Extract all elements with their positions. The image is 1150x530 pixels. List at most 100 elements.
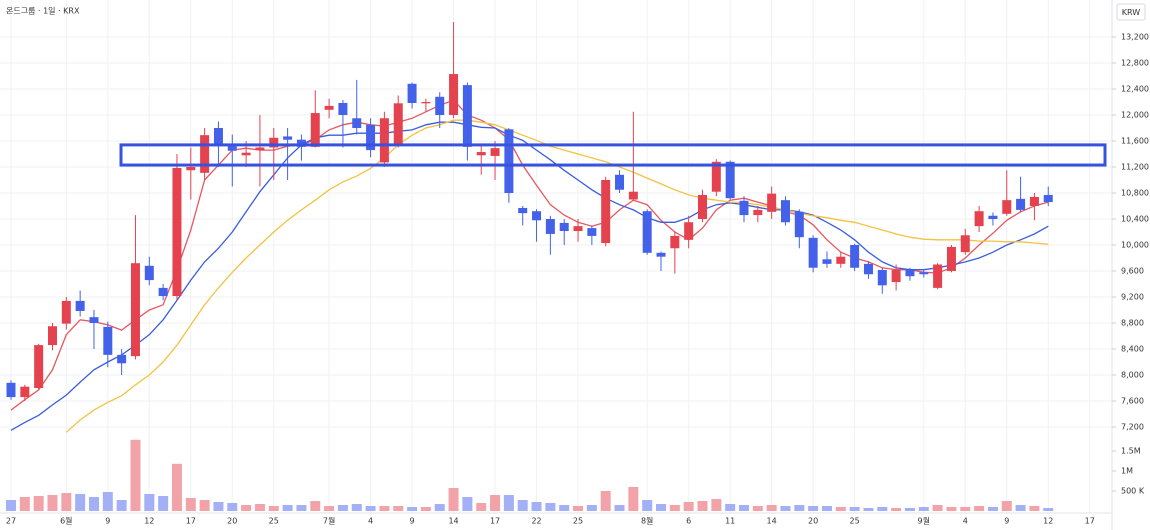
candle-body bbox=[780, 200, 790, 223]
volume-bar bbox=[697, 501, 708, 511]
y-tick-label: 8,800 bbox=[1121, 319, 1144, 328]
x-tick-label: 12 bbox=[1043, 517, 1053, 526]
volume-bar bbox=[891, 508, 902, 511]
volume-bar bbox=[932, 505, 943, 511]
candle-body bbox=[863, 263, 873, 275]
volume-bar bbox=[517, 500, 528, 511]
candle-body bbox=[684, 222, 694, 240]
volume-bar bbox=[19, 497, 30, 511]
volume-bar bbox=[725, 504, 736, 511]
x-tick-label: 4 bbox=[963, 517, 968, 526]
chart-title: 온드그룹 · 1일 · KRX bbox=[6, 7, 80, 16]
volume-bar bbox=[904, 508, 915, 511]
volume-bar bbox=[863, 508, 874, 511]
candle-body bbox=[615, 174, 625, 190]
currency-button[interactable] bbox=[1116, 3, 1146, 21]
candle-body bbox=[1043, 194, 1053, 203]
volume-bar bbox=[158, 496, 169, 511]
currency-label[interactable]: KRW bbox=[1122, 8, 1140, 17]
x-tick-label: 14 bbox=[448, 517, 458, 526]
y-tick-label: 9,200 bbox=[1121, 293, 1144, 302]
volume-bar bbox=[766, 505, 777, 511]
y-tick-label: 7,600 bbox=[1121, 397, 1144, 406]
candle-body bbox=[213, 128, 223, 147]
volume-bar bbox=[116, 500, 127, 511]
candle-body bbox=[601, 180, 611, 244]
candle-body bbox=[850, 245, 860, 268]
volume-bar bbox=[711, 499, 722, 511]
volume-bar bbox=[227, 503, 238, 511]
y-tick-label: 12,000 bbox=[1121, 111, 1149, 120]
volume-bar bbox=[268, 506, 279, 511]
x-tick-label: 8월 bbox=[641, 516, 653, 526]
candle-body bbox=[933, 264, 943, 288]
volume-tick-label: 1.5M bbox=[1121, 447, 1141, 456]
candle-body bbox=[1016, 198, 1026, 210]
candle-body bbox=[75, 300, 85, 311]
volume-bar bbox=[434, 504, 445, 511]
candle-body bbox=[227, 146, 237, 151]
candle-body bbox=[919, 272, 929, 275]
volume-bar bbox=[448, 488, 459, 511]
volume-bar bbox=[738, 505, 749, 511]
candle-body bbox=[130, 263, 140, 357]
candle-body bbox=[144, 265, 154, 281]
y-tick-label: 11,200 bbox=[1121, 163, 1149, 172]
y-tick-label: 11,600 bbox=[1121, 137, 1149, 146]
candle-body bbox=[89, 317, 99, 323]
candle-body bbox=[158, 287, 168, 297]
y-tick-label: 13,200 bbox=[1121, 33, 1149, 42]
candle-body bbox=[960, 235, 970, 253]
y-tick-label: 9,600 bbox=[1121, 267, 1144, 276]
y-tick-label: 12,800 bbox=[1121, 59, 1149, 68]
candle-body bbox=[587, 228, 597, 236]
volume-bar bbox=[559, 505, 570, 511]
volume-bar bbox=[6, 500, 16, 511]
candle-body bbox=[393, 103, 403, 145]
volume-bar bbox=[586, 505, 597, 511]
grid bbox=[0, 0, 1112, 513]
volume-bar bbox=[365, 506, 376, 511]
candle-body bbox=[379, 118, 389, 163]
volume-bar bbox=[171, 463, 182, 511]
candle-body bbox=[725, 161, 735, 199]
volume-bar bbox=[296, 505, 307, 511]
x-tick-label: 27 bbox=[6, 517, 16, 526]
candle-body bbox=[628, 191, 638, 200]
x-tick-label: 9 bbox=[1004, 517, 1009, 526]
candle-body bbox=[200, 135, 210, 173]
candle-body bbox=[366, 124, 376, 151]
volume-bar bbox=[490, 495, 501, 511]
candle-body bbox=[767, 193, 777, 212]
candle-body bbox=[642, 211, 652, 253]
volume-bar bbox=[47, 495, 58, 511]
candle-body bbox=[421, 102, 431, 104]
volume-bar bbox=[918, 507, 929, 511]
candle-body bbox=[352, 118, 362, 128]
volume-bar bbox=[669, 505, 680, 511]
candles bbox=[6, 22, 1053, 401]
y-tick-label: 7,200 bbox=[1121, 423, 1144, 432]
volume-bar bbox=[752, 506, 763, 511]
volume-bar bbox=[144, 494, 155, 511]
volume-bar bbox=[600, 491, 611, 511]
axes: 7,200 7,600 8,000 8,400 8,800 9,200 9,600 10,00… bbox=[6, 33, 1149, 526]
candle-body bbox=[310, 113, 320, 147]
volume-bar bbox=[946, 507, 957, 511]
volume-bar bbox=[130, 439, 141, 511]
candle-body bbox=[117, 354, 127, 364]
x-tick-label: 9 bbox=[410, 517, 415, 526]
candle-body bbox=[656, 252, 666, 257]
candle-body bbox=[974, 211, 984, 227]
candle-body bbox=[532, 211, 542, 221]
candle-body bbox=[6, 382, 16, 398]
candle-body bbox=[518, 207, 528, 214]
volume-bar bbox=[407, 507, 418, 511]
candle-body bbox=[711, 161, 721, 192]
volume-bar bbox=[213, 502, 224, 511]
x-tick-label: 17 bbox=[1085, 517, 1095, 526]
candle-body bbox=[490, 148, 500, 156]
candle-body bbox=[877, 270, 887, 286]
candle-body bbox=[172, 167, 182, 297]
